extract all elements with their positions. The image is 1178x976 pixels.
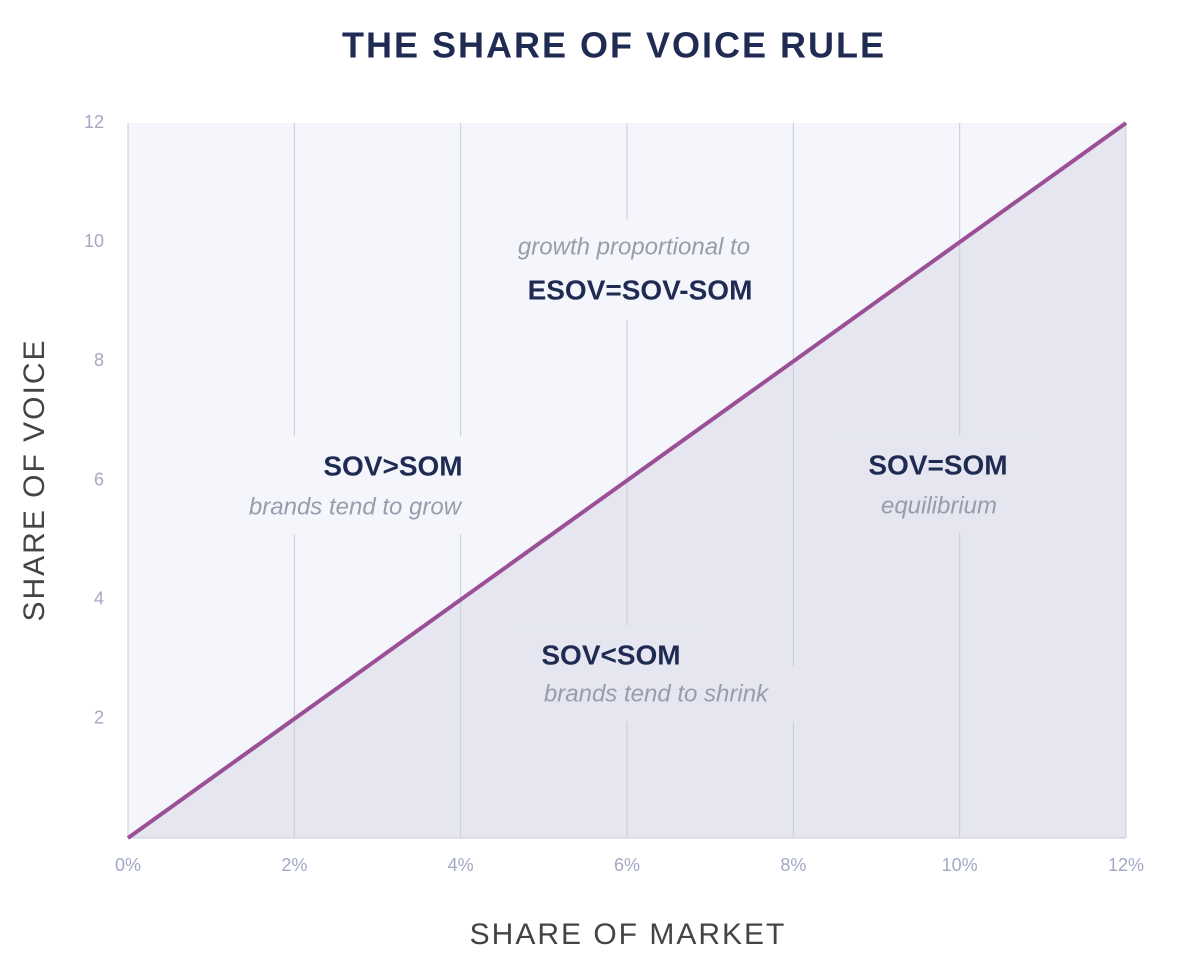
annotation: growth proportional to bbox=[518, 233, 750, 260]
x-tick-label: 6% bbox=[614, 855, 640, 875]
annotation: brands tend to grow bbox=[249, 493, 463, 520]
chart-title: THE SHARE OF VOICE RULE bbox=[342, 25, 886, 66]
x-tick-label: 8% bbox=[780, 855, 806, 875]
x-tick-label: 4% bbox=[448, 855, 474, 875]
y-axis-label: SHARE OF VOICE bbox=[18, 338, 51, 621]
annotation-background bbox=[850, 478, 1028, 534]
y-tick-label: 12 bbox=[84, 112, 104, 132]
line bbox=[126, 121, 1128, 840]
x-tick-label: 10% bbox=[942, 855, 978, 875]
y-tick-label: 8 bbox=[94, 350, 104, 370]
annotation: equilibrium bbox=[881, 492, 997, 519]
annotation: SOV=SOM bbox=[868, 449, 1007, 480]
annotation-background bbox=[218, 479, 493, 535]
y-tick-label: 4 bbox=[94, 588, 104, 608]
annotation: SOV<SOM bbox=[541, 639, 680, 670]
x-tick-label: 12% bbox=[1108, 855, 1144, 875]
annotation: SOV>SOM bbox=[323, 450, 462, 481]
annotation: brands tend to shrink bbox=[544, 680, 770, 707]
y-tick-label: 6 bbox=[94, 469, 104, 489]
annotation-background bbox=[513, 666, 801, 722]
y-tick-label: 2 bbox=[94, 708, 104, 728]
annotation: ESOV=SOV-SOM bbox=[528, 274, 753, 305]
x-tick-label: 2% bbox=[281, 855, 307, 875]
annotation-background bbox=[497, 260, 783, 320]
x-tick-label: 0% bbox=[115, 855, 141, 875]
y-tick-label: 10 bbox=[84, 231, 104, 251]
x-axis-label: SHARE OF MARKET bbox=[470, 918, 787, 951]
